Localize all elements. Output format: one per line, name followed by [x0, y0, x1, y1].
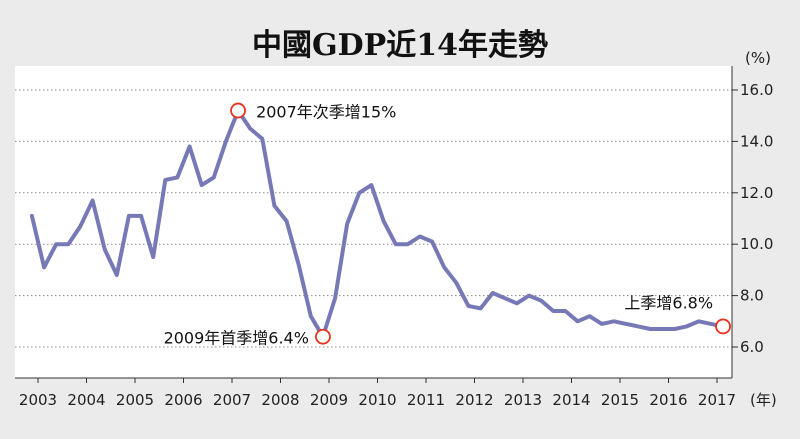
- x-tick-label: 2004: [67, 391, 105, 409]
- x-tick-labels: 2003 2004 2005 2006 2007 2008 2009 2010 2011 2012…: [19, 378, 736, 409]
- y-tick-labels: 6.0 8.0 10.0 12.0 14.0 16.0: [15, 66, 773, 379]
- x-tick-label: 2009: [310, 391, 348, 409]
- x-tick-label: 2005: [116, 391, 154, 409]
- y-tick-label: 16.0: [740, 81, 773, 99]
- series-layer: [29, 108, 726, 339]
- gdp-growth-line: [29, 108, 726, 339]
- x-tick-label: 2010: [358, 391, 396, 409]
- annotation-marker: [230, 102, 246, 119]
- annotation-label: 2007年次季增15%: [256, 103, 396, 122]
- x-tick-label: 2012: [455, 391, 493, 409]
- x-tick-label: 2006: [164, 391, 202, 409]
- x-tick-label: 2013: [504, 391, 542, 409]
- y-axis-unit-label: (%): [745, 49, 771, 67]
- x-tick-label: 2003: [19, 391, 57, 409]
- y-tick-label: 14.0: [740, 132, 773, 150]
- x-tick-label: 2017: [698, 391, 736, 409]
- y-tick-label: 10.0: [740, 235, 773, 253]
- annotation-marker: [315, 328, 331, 345]
- y-tick-label: 12.0: [740, 184, 773, 202]
- annotation-label: 上季增6.8%: [624, 293, 713, 312]
- y-tick-label: 6.0: [740, 338, 764, 356]
- y-tick-label: 8.0: [740, 287, 764, 305]
- x-tick-label: 2008: [261, 391, 299, 409]
- annotation-label: 2009年首季增6.4%: [164, 329, 309, 348]
- chart-title: 中國GDP近14年走勢: [252, 28, 548, 63]
- x-tick-label: 2014: [552, 391, 590, 409]
- annotation-layer: 2007年次季增15% 2009年首季增6.4% 上季增6.8%: [164, 103, 731, 348]
- annotation-marker: [715, 318, 731, 335]
- plot-area: [15, 66, 732, 378]
- x-axis-unit-label: (年): [750, 391, 777, 409]
- grid-lines: [15, 89, 732, 348]
- x-tick-label: 2015: [601, 391, 639, 409]
- x-tick-label: 2016: [649, 391, 687, 409]
- x-tick-label: 2011: [407, 391, 445, 409]
- x-tick-label: 2007: [213, 391, 251, 409]
